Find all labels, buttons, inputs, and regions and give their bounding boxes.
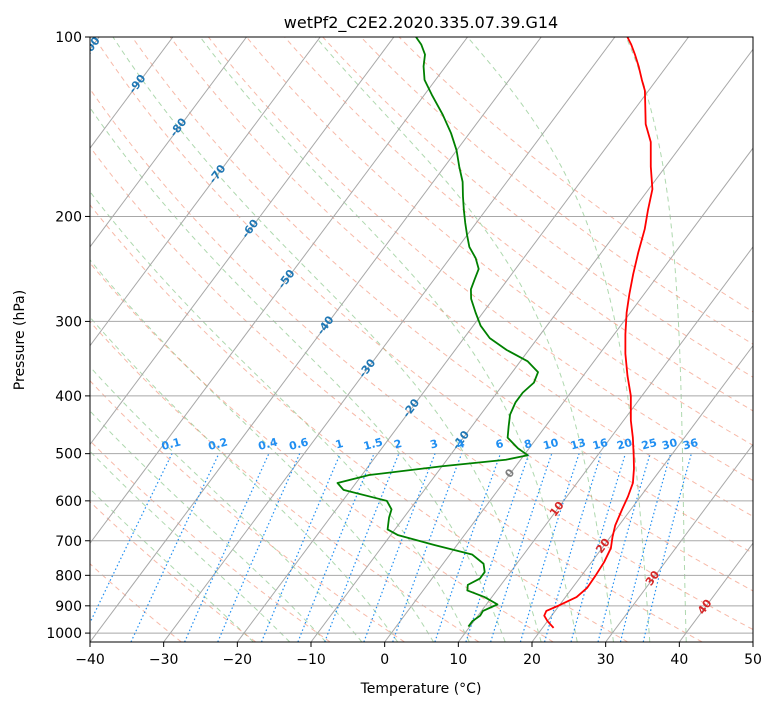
mixing-ratio-label: 8	[523, 437, 534, 452]
mixing-ratio-line	[324, 453, 400, 642]
x-tick-label: −10	[296, 652, 326, 668]
mixing-ratio-label: 1	[334, 437, 345, 452]
moist-adiabat	[625, 37, 687, 642]
isotherm-line	[531, 344, 753, 642]
mixing-ratio-line	[619, 453, 672, 642]
dry-adiabat	[322, 37, 753, 378]
x-tick-label: −20	[223, 652, 253, 668]
x-tick-label: 40	[670, 652, 688, 668]
mixing-ratio-line	[465, 453, 530, 642]
mixing-ratio-line	[363, 453, 436, 642]
isotherm-line	[90, 37, 247, 248]
sounding-series	[336, 37, 654, 629]
dry-adiabat	[246, 37, 753, 446]
isotherm-line	[236, 37, 689, 642]
moist-adiabat	[90, 190, 470, 642]
mixing-ratio-line	[297, 453, 375, 642]
moist-adiabat	[90, 366, 363, 642]
y-tick-label: 500	[55, 447, 82, 463]
x-tick-label: 10	[449, 652, 467, 668]
dry-adiabat	[360, 37, 753, 345]
isotherm-line	[90, 37, 395, 446]
chart-title: wetPf2_C2E2.2020.335.07.39.G14	[284, 13, 558, 33]
dry-adiabat	[90, 88, 753, 631]
y-tick-label: 300	[55, 314, 82, 330]
isotherm-line	[310, 48, 753, 642]
mixing-ratio-line	[130, 453, 220, 642]
mixing-ratio-label: 4	[455, 437, 466, 452]
mixing-ratio-line	[217, 453, 301, 642]
mixing-ratio-label: 13	[569, 436, 587, 453]
mixing-ratio-line	[597, 453, 651, 642]
mixing-ratio-line	[392, 453, 463, 642]
y-tick-label: 1000	[46, 626, 82, 642]
y-tick-label: 700	[55, 534, 82, 550]
mixing-ratio-label: 2	[393, 437, 404, 452]
isotherm-line	[90, 37, 321, 347]
dry-adiabat	[207, 37, 753, 482]
x-tick-label: −40	[75, 652, 105, 668]
moist-adiabat	[90, 259, 434, 642]
moist-adiabat	[90, 450, 291, 642]
y-axis-label: Pressure (hPa)	[12, 290, 28, 390]
dewpoint-line	[336, 37, 539, 628]
isotherm-line	[457, 246, 753, 642]
y-tick-label: 200	[55, 209, 82, 225]
mixing-ratio-lines	[90, 453, 692, 642]
y-tick-label: 400	[55, 389, 82, 405]
mixing-ratio-label: 0.4	[257, 435, 280, 453]
plot-frame	[89, 36, 754, 643]
x-axis-label: Temperature (°C)	[360, 681, 482, 697]
mixing-ratio-line	[184, 453, 270, 642]
x-tick-label: 0	[380, 652, 389, 668]
temperature-line	[543, 37, 654, 629]
mixing-ratio-label: 36	[681, 436, 699, 453]
y-tick-label: 100	[55, 30, 82, 46]
plot-area: -100-90-80-70-60-50-40-30-20-10010203040…	[90, 37, 753, 642]
y-axis: 100 200 300 400 500 600 700 800 900 1000	[46, 30, 90, 642]
mixing-ratio-label: 6	[494, 437, 505, 452]
isotherm-line	[90, 37, 468, 545]
moist-adiabat	[112, 37, 542, 642]
moist-adiabat	[90, 316, 399, 642]
moist-adiabat	[90, 410, 327, 642]
dry-adiabat	[284, 37, 753, 412]
mixing-ratio-label: 20	[615, 436, 633, 453]
dry-adiabat	[169, 37, 753, 517]
isotherm-line	[163, 37, 616, 642]
mixing-ratio-label: 0.6	[288, 435, 311, 453]
mixing-ratio-line	[490, 453, 553, 642]
y-tick-label: 600	[55, 494, 82, 510]
x-tick-label: −30	[149, 652, 179, 668]
isotherm-line	[90, 37, 174, 149]
mixing-ratio-label: 30	[661, 436, 679, 453]
mixing-ratio-label: 1.5	[362, 435, 384, 453]
y-tick-label: 900	[55, 599, 82, 615]
isotherm-line	[384, 147, 753, 642]
moist-adiabat	[315, 37, 614, 642]
mixing-ratio-line	[519, 453, 580, 642]
mixing-ratio-label: 10	[542, 436, 560, 453]
mixing-ratio-label: 3	[429, 437, 440, 452]
isotherm-gridlines	[90, 37, 753, 642]
y-tick-label: 800	[55, 568, 82, 584]
x-axis: −40 −30 −20 −10 0 10 20 30 40 50	[75, 642, 762, 668]
mixing-ratio-label: 0.2	[207, 435, 229, 453]
mixing-ratio-line	[570, 453, 626, 642]
mixing-ratio-label: 16	[591, 436, 609, 453]
x-tick-label: 20	[523, 652, 541, 668]
mixing-ratio-label: 25	[640, 436, 658, 453]
mixing-ratio-line	[543, 453, 602, 642]
mixing-ratio-line	[260, 453, 341, 642]
isotherm-line	[605, 443, 753, 642]
x-tick-label: 50	[744, 652, 762, 668]
mixing-ratio-line	[434, 453, 502, 642]
x-tick-label: 30	[597, 652, 615, 668]
dry-adiabat	[90, 320, 480, 642]
mixing-ratio-label: 0.1	[160, 435, 182, 453]
isotherm-line	[90, 37, 542, 642]
